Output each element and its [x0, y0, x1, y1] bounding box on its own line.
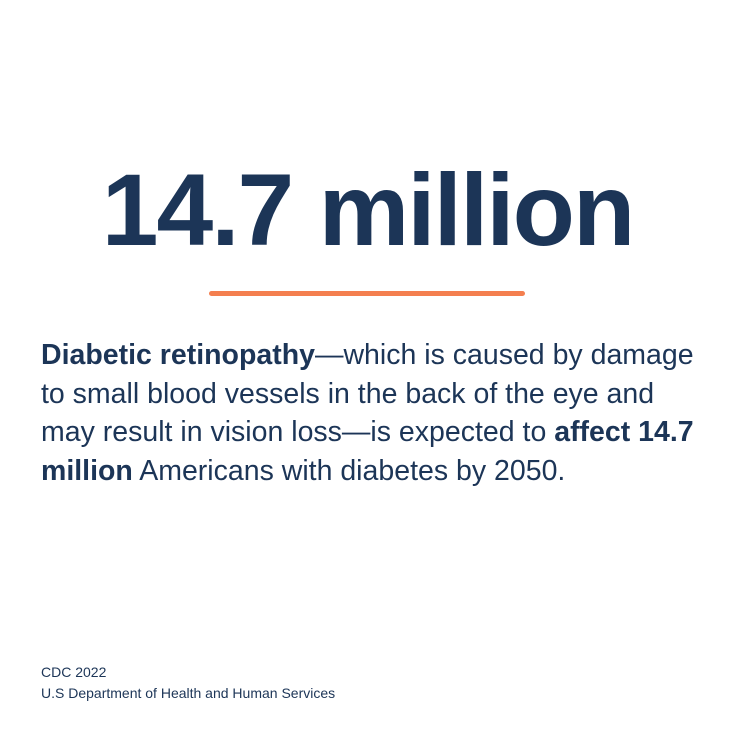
accent-divider: [209, 291, 525, 296]
source-citation: CDC 2022 U.S Department of Health and Hu…: [41, 662, 335, 704]
body-lead-bold: Diabetic retinopathy: [41, 339, 315, 371]
source-line-2: U.S Department of Health and Human Servi…: [41, 685, 336, 701]
headline-statistic: 14.7 million: [101, 153, 636, 267]
body-text-2: Americans with diabetes by 2050.: [132, 454, 566, 487]
body-paragraph: Diabetic retinopathy—which is caused by …: [41, 336, 701, 490]
source-line-1: CDC 2022: [41, 664, 107, 680]
body-text-1: —which is caused by damage to small bloo…: [41, 339, 694, 448]
body-mid-bold: affect 14.7 million: [41, 416, 694, 487]
